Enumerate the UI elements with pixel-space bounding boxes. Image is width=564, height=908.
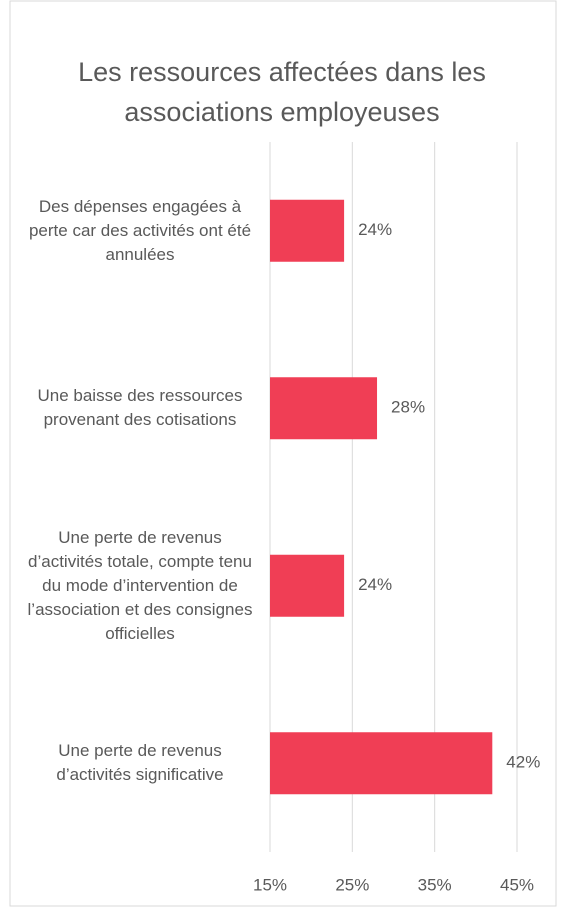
x-tick-label: 35% xyxy=(418,875,452,894)
x-tick-label: 45% xyxy=(500,875,534,894)
x-tick-label: 15% xyxy=(253,875,287,894)
x-tick-label: 25% xyxy=(335,875,369,894)
value-label: 28% xyxy=(391,398,425,417)
value-label: 24% xyxy=(358,220,392,239)
bar xyxy=(270,554,345,617)
bar xyxy=(270,732,493,795)
chart-border xyxy=(9,0,557,907)
y-tick-label: Une baisse des ressources provenant des … xyxy=(37,386,243,430)
bar xyxy=(270,199,345,262)
y-tick-label: Une perte de revenus d’activités signifi… xyxy=(56,741,224,785)
value-label: 24% xyxy=(358,575,392,594)
bar xyxy=(270,377,378,440)
chart-title: Les ressources affectées dans les associ… xyxy=(78,57,486,127)
value-label: 42% xyxy=(506,753,540,772)
y-tick-label: Des dépenses engagées à perte car des ac… xyxy=(28,196,252,264)
y-tick-label: Une perte de revenus d’activités totale,… xyxy=(27,527,253,643)
